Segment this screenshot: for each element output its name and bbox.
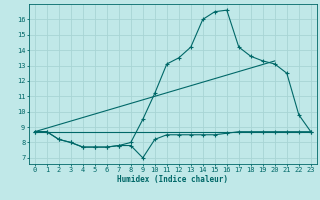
X-axis label: Humidex (Indice chaleur): Humidex (Indice chaleur): [117, 175, 228, 184]
